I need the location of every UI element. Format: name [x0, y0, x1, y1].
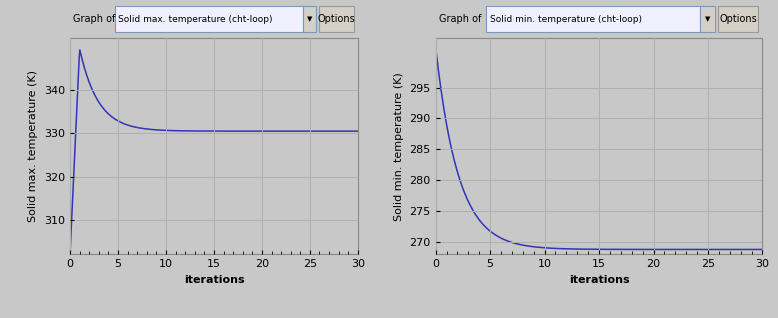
FancyBboxPatch shape — [700, 6, 715, 32]
Text: Graph of: Graph of — [73, 14, 115, 24]
FancyBboxPatch shape — [303, 6, 316, 32]
Text: ▼: ▼ — [705, 16, 710, 22]
FancyBboxPatch shape — [718, 6, 758, 32]
Text: Options: Options — [317, 14, 356, 24]
Text: Graph of: Graph of — [439, 14, 482, 24]
Text: Options: Options — [719, 14, 757, 24]
Y-axis label: Solid max. temperature (K): Solid max. temperature (K) — [29, 70, 38, 222]
FancyBboxPatch shape — [486, 6, 700, 32]
Text: Solid max. temperature (cht-loop): Solid max. temperature (cht-loop) — [117, 15, 272, 24]
FancyBboxPatch shape — [114, 6, 303, 32]
FancyBboxPatch shape — [319, 6, 353, 32]
X-axis label: iterations: iterations — [569, 275, 629, 285]
X-axis label: iterations: iterations — [184, 275, 244, 285]
Text: Solid min. temperature (cht-loop): Solid min. temperature (cht-loop) — [489, 15, 642, 24]
Y-axis label: Solid min. temperature (K): Solid min. temperature (K) — [394, 72, 404, 221]
Text: ▼: ▼ — [307, 16, 312, 22]
